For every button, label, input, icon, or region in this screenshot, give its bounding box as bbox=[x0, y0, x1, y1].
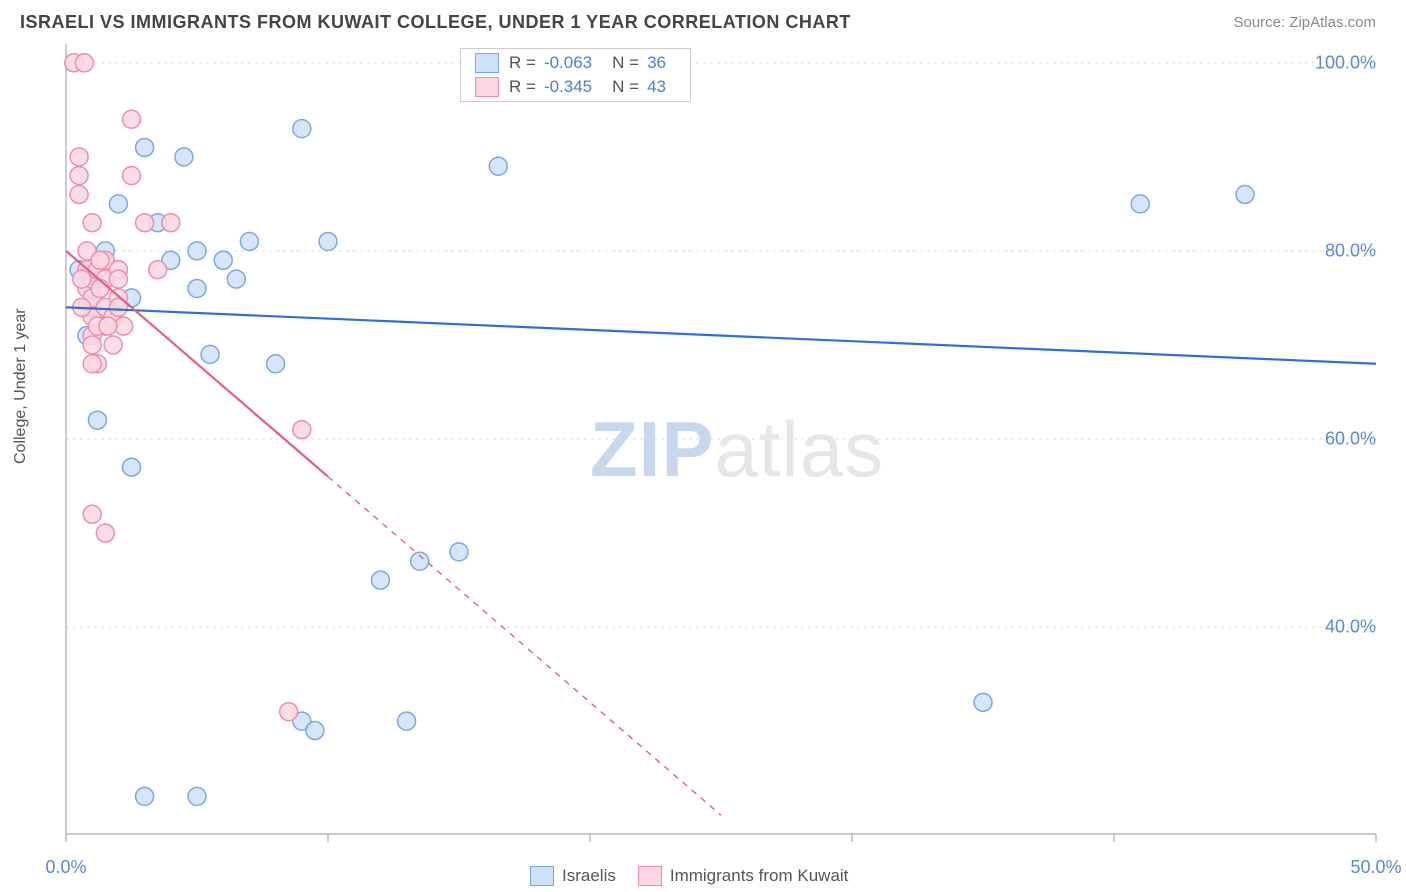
chart-header: ISRAELI VS IMMIGRANTS FROM KUWAIT COLLEG… bbox=[0, 0, 1406, 39]
stat-n-value: 43 bbox=[647, 77, 666, 97]
y-tick-label: 40.0% bbox=[1325, 617, 1376, 638]
legend-item-kuwait: Immigrants from Kuwait bbox=[638, 866, 849, 886]
stat-r-label: R = bbox=[509, 77, 536, 97]
stat-n-value: 36 bbox=[647, 53, 666, 73]
legend-swatch-kuwait bbox=[475, 77, 499, 97]
legend-swatch-kuwait bbox=[638, 866, 662, 886]
stats-legend-row: R = -0.345 N = 43 bbox=[461, 75, 690, 99]
legend-label: Immigrants from Kuwait bbox=[670, 866, 849, 886]
stats-legend-row: R = -0.063 N = 36 bbox=[461, 51, 690, 75]
x-tick-label: 50.0% bbox=[1350, 857, 1401, 878]
legend-swatch-israelis bbox=[530, 866, 554, 886]
stats-legend: R = -0.063 N = 36 R = -0.345 N = 43 bbox=[460, 48, 691, 102]
stat-n-label: N = bbox=[612, 77, 639, 97]
y-axis-label: College, Under 1 year bbox=[12, 308, 30, 464]
scatter-chart-svg bbox=[20, 44, 1386, 892]
y-tick-label: 80.0% bbox=[1325, 240, 1376, 261]
legend-label: Israelis bbox=[562, 866, 616, 886]
legend-item-israelis: Israelis bbox=[530, 866, 616, 886]
y-tick-label: 100.0% bbox=[1315, 52, 1376, 73]
source-label: Source: ZipAtlas.com bbox=[1233, 14, 1376, 31]
x-tick-label: 0.0% bbox=[45, 857, 86, 878]
stat-n-label: N = bbox=[612, 53, 639, 73]
legend-swatch-israelis bbox=[475, 53, 499, 73]
chart-title: ISRAELI VS IMMIGRANTS FROM KUWAIT COLLEG… bbox=[20, 12, 851, 33]
stat-r-value: -0.063 bbox=[544, 53, 592, 73]
stat-r-value: -0.345 bbox=[544, 77, 592, 97]
chart-area: College, Under 1 year ZIPatlas R = -0.06… bbox=[20, 44, 1386, 892]
series-legend: Israelis Immigrants from Kuwait bbox=[530, 866, 848, 886]
y-tick-label: 60.0% bbox=[1325, 429, 1376, 450]
stat-r-label: R = bbox=[509, 53, 536, 73]
